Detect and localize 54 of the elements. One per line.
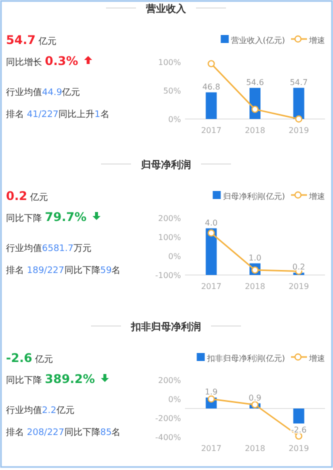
text: 行业均值44.9亿元 xyxy=(6,87,80,98)
point xyxy=(295,115,302,123)
x-tick-label: 2017 xyxy=(201,126,222,135)
point xyxy=(208,60,215,68)
legend-label: 扣非归母净利润(亿元) xyxy=(206,354,285,363)
data-label: 54.6 xyxy=(246,78,264,87)
data-label: -2.6 xyxy=(290,426,307,434)
x-tick-label: 2018 xyxy=(244,282,266,291)
text: 排名 41/227同比上升1名 xyxy=(6,109,110,120)
text: 同比下降 79.7% xyxy=(6,210,87,224)
y-tick-label: -200% xyxy=(155,414,182,423)
x-tick-label: 2017 xyxy=(201,282,222,291)
text: 营业收入 xyxy=(145,3,187,15)
y-tick-label: 200% xyxy=(158,376,182,385)
text: 0.2 亿元 xyxy=(6,189,48,203)
y-tick-label: 200% xyxy=(158,214,182,223)
y-tick-label: 0% xyxy=(168,395,182,404)
y-tick-label: 100% xyxy=(158,233,182,242)
x-tick-label: 2019 xyxy=(288,282,309,291)
text: -2.6 亿元 xyxy=(6,351,54,365)
data-label: 1.0 xyxy=(248,253,262,262)
legend-label: 增速 xyxy=(308,36,325,45)
point xyxy=(251,106,259,113)
y-tick-label: 0% xyxy=(168,252,182,261)
text: 排名 189/227同比下降59名 xyxy=(6,265,121,276)
legend-label: 增速 xyxy=(308,354,325,363)
x-tick-label: 2017 xyxy=(201,444,222,453)
text: 同比增长 0.3% xyxy=(6,54,78,68)
data-label: 4.0 xyxy=(204,218,218,228)
text: 扣非归母净利润 xyxy=(130,321,201,333)
text: 行业均值2.2亿元 xyxy=(6,405,74,416)
y-tick-label: 50% xyxy=(163,86,182,96)
text: 归母净利润 xyxy=(140,159,191,171)
y-tick-label: -100% xyxy=(155,271,182,280)
text: 排名 208/227同比下降85名 xyxy=(6,427,121,438)
data-label: 0.9 xyxy=(248,393,262,402)
y-tick-label: 0% xyxy=(168,115,182,124)
y-tick-label: 100% xyxy=(158,58,182,67)
legend-label: 归母净利润(亿元) xyxy=(222,192,285,201)
data-label: 46.8 xyxy=(202,82,220,92)
legend-label: 增速 xyxy=(308,192,325,201)
y-tick-label: -400% xyxy=(155,433,182,442)
text: 行业均值6581.7万元 xyxy=(6,243,92,254)
x-tick-label: 2019 xyxy=(288,126,309,135)
data-label: 0.2 xyxy=(292,262,306,272)
point xyxy=(208,229,215,237)
text: 54.7 亿元 xyxy=(6,33,56,47)
data-label: 54.7 xyxy=(290,78,308,87)
x-tick-label: 2018 xyxy=(244,444,266,453)
x-tick-label: 2019 xyxy=(288,444,309,453)
text: 同比下降 389.2% xyxy=(6,372,95,386)
x-tick-label: 2018 xyxy=(244,126,266,135)
data-label: 1.9 xyxy=(204,388,218,397)
legend-label: 营业收入(亿元) xyxy=(230,36,285,45)
